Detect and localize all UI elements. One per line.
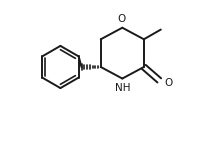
Text: O: O: [164, 78, 173, 88]
Text: NH: NH: [115, 83, 130, 93]
Text: O: O: [117, 14, 126, 24]
